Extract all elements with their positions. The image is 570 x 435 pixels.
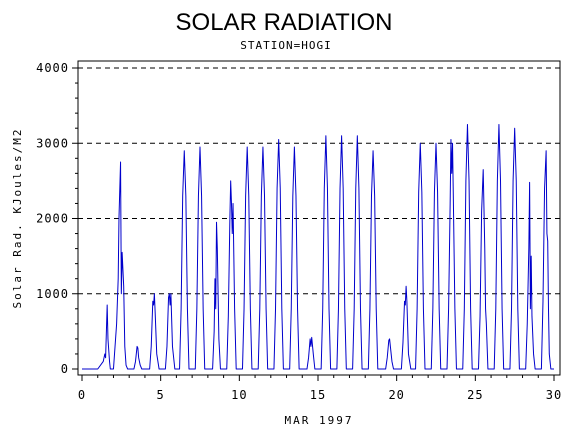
y-axis-label: Solar Rad. KJoules/M2 [11, 127, 24, 308]
y-tick-label-4000: 4000 [36, 61, 69, 75]
y-tick-label-2000: 2000 [36, 212, 69, 226]
y-tick-label-1000: 1000 [36, 287, 69, 301]
x-tick-label-0: 0 [78, 388, 86, 402]
x-tick-label-20: 20 [388, 388, 404, 402]
x-tick-label-30: 30 [546, 388, 562, 402]
gridlines [78, 67, 560, 295]
x-tick-label-5: 5 [157, 388, 165, 402]
y-tick-label-0: 0 [61, 362, 69, 376]
x-axis-label: MAR 1997 [285, 414, 354, 427]
x-tick-label-10: 10 [231, 388, 247, 402]
axis-ticks: 0 1000 2000 3000 4000 0 5 10 15 20 25 30 [36, 61, 562, 402]
x-tick-label-15: 15 [310, 388, 326, 402]
series-line-0 [82, 123, 554, 370]
chart-subtitle: STATION=HOGI [240, 39, 331, 52]
x-tick-label-25: 25 [467, 388, 483, 402]
y-tick-label-3000: 3000 [36, 136, 69, 150]
series-layer [82, 123, 554, 370]
chart-title: SOLAR RADIATION [176, 9, 393, 36]
